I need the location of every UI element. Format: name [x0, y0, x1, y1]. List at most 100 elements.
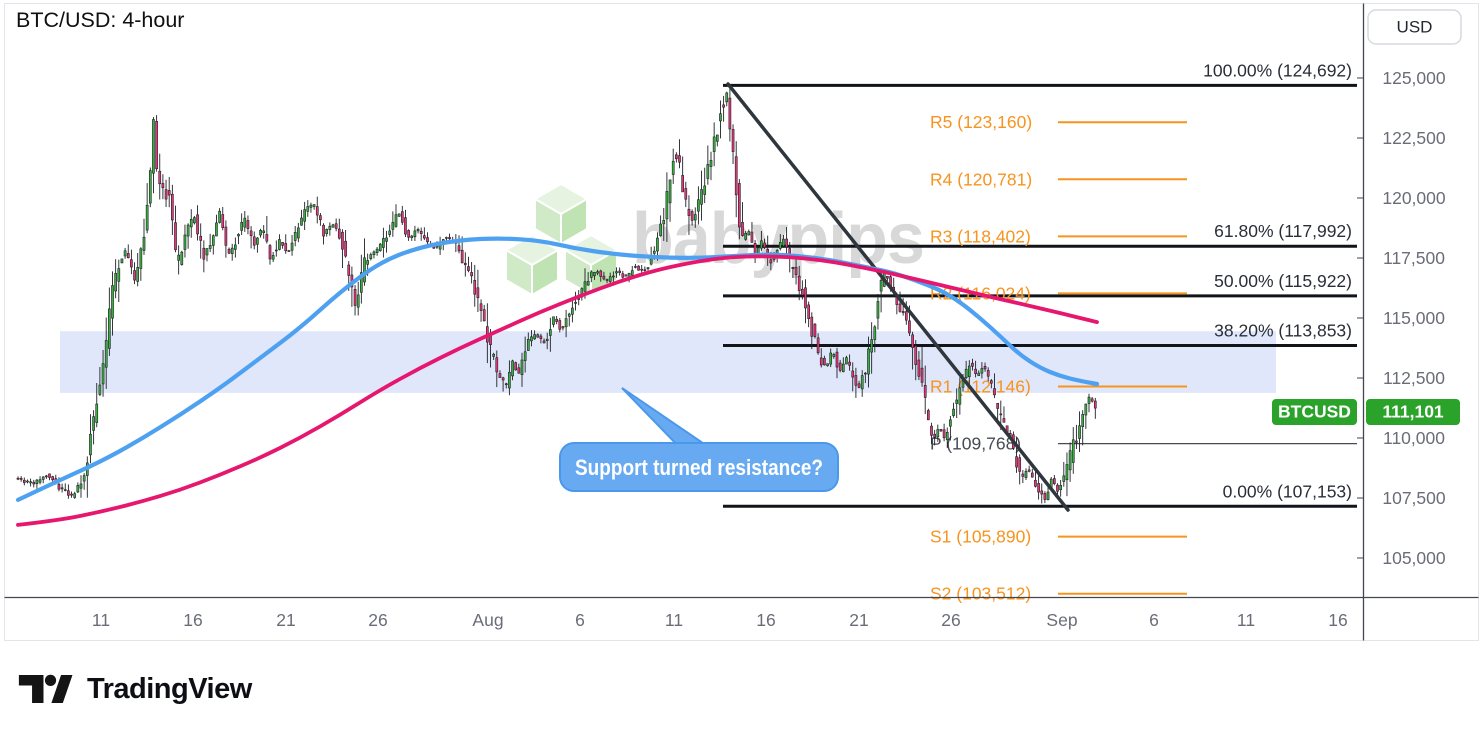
candle-body [652, 250, 656, 254]
time-tick-label: Aug [472, 610, 503, 630]
candle-body [920, 367, 924, 383]
candle-body [615, 271, 618, 274]
candle-body [400, 211, 404, 223]
candle-body [1053, 478, 1056, 484]
candle-body [501, 377, 505, 381]
candle-body [801, 288, 804, 296]
candle-body [347, 264, 351, 276]
pivot-label: R1 (112,146) [930, 377, 1031, 397]
support-zone[interactable] [60, 331, 1276, 393]
candle-body [618, 270, 621, 273]
fib-label: 50.00% (115,922) [1214, 271, 1352, 291]
candle-body [640, 268, 644, 271]
candle-body [419, 230, 423, 234]
callout-text: Support turned resistance? [575, 455, 823, 480]
fib-label: 100.00% (124,692) [1203, 60, 1352, 80]
price-tick-label: 110,000 [1383, 428, 1445, 448]
candle-body [536, 334, 540, 338]
candle-body [1078, 425, 1081, 439]
candle-body [1075, 440, 1078, 443]
candle-body [876, 301, 880, 319]
candle-body [549, 329, 552, 336]
candle-body [221, 214, 225, 228]
candle-body [608, 276, 612, 282]
candle-body [1071, 439, 1075, 463]
candle-body [552, 316, 555, 325]
candle-body [586, 281, 590, 286]
candle-body [804, 287, 807, 309]
candle-body [1087, 396, 1091, 404]
candle-body [224, 226, 228, 246]
time-axis[interactable]: 11 16 21 26 Aug 6 11 16 21 26 Sep 6 11 16 [92, 610, 1348, 630]
price-chart-pane[interactable]: babypips 100.00% (124,692) 61.80% (117,99… [0, 0, 1482, 660]
candle-body [794, 267, 798, 275]
pivot-label: R5 (123,160) [930, 112, 1032, 132]
candle-body [851, 370, 855, 378]
usd-button[interactable] [1367, 9, 1462, 45]
cube-icon [532, 182, 590, 246]
candle-body [139, 248, 143, 269]
candle-body [558, 320, 562, 330]
last-price-box [1366, 399, 1460, 425]
time-tick-label: 11 [1237, 610, 1255, 630]
candle-body [155, 121, 158, 170]
candle-body [747, 231, 751, 236]
candle-body [523, 351, 527, 361]
candle-body [344, 240, 347, 257]
candle-body [271, 255, 275, 260]
candle-body [964, 368, 968, 379]
candle-body [974, 368, 977, 374]
pivot-label: S2 (103,512) [930, 584, 1031, 604]
currency-selector-button[interactable]: USD [1367, 9, 1462, 45]
price-tick-label: 112,500 [1383, 368, 1445, 388]
candle-body [152, 119, 155, 174]
candle-body [435, 245, 439, 248]
candle-body [769, 259, 773, 264]
candle-body [561, 326, 565, 329]
candle-body [22, 479, 26, 483]
candle-body [262, 230, 266, 233]
price-tick-label: 122,500 [1382, 128, 1446, 148]
candle-body [375, 248, 379, 253]
candle-body [284, 243, 288, 252]
candle-body [142, 236, 146, 251]
candle-body [29, 481, 32, 484]
candle-body [167, 190, 171, 196]
tradingview-logo[interactable]: TradingView [18, 668, 252, 710]
candle-body [983, 366, 987, 370]
fib-retracement[interactable]: 100.00% (124,692) 61.80% (117,992) 50.00% … [723, 60, 1357, 508]
candle-body [498, 373, 502, 378]
axes[interactable]: 125,000 122,500 120,000 117,500 115,000 112,5… [4, 3, 1479, 641]
candle-body [1030, 472, 1034, 478]
price-axis[interactable]: 125,000 122,500 120,000 117,500 115,000 112,5… [1357, 68, 1446, 568]
candle-body [545, 338, 549, 341]
candle-body [1093, 400, 1097, 409]
candle-body [482, 309, 486, 322]
candle-body [750, 231, 754, 243]
candle-body [126, 253, 130, 259]
candle-body [832, 354, 836, 357]
candle-body [725, 92, 729, 103]
candle-body [120, 258, 124, 264]
descending-trendline [726, 82, 1070, 512]
callout-body [559, 442, 839, 492]
candle-body [404, 217, 407, 235]
candle-body [158, 170, 162, 185]
candle-body [205, 248, 209, 256]
candle-body [703, 185, 707, 195]
candle-body [977, 372, 981, 376]
candle-body [917, 359, 921, 377]
candle-body [955, 399, 959, 404]
price-tick-label: 120,000 [1382, 188, 1446, 208]
candle-body [337, 228, 341, 239]
candle-body [835, 351, 839, 368]
candle-body [246, 220, 250, 229]
candle-body [583, 281, 587, 292]
candle-body [460, 249, 464, 264]
candle-body [593, 272, 596, 277]
trendline[interactable] [726, 82, 1070, 512]
candle-body [738, 183, 741, 228]
callout-bubble[interactable]: Support turned resistance? [559, 387, 839, 492]
candle-body [624, 274, 628, 277]
candle-body [309, 204, 313, 208]
